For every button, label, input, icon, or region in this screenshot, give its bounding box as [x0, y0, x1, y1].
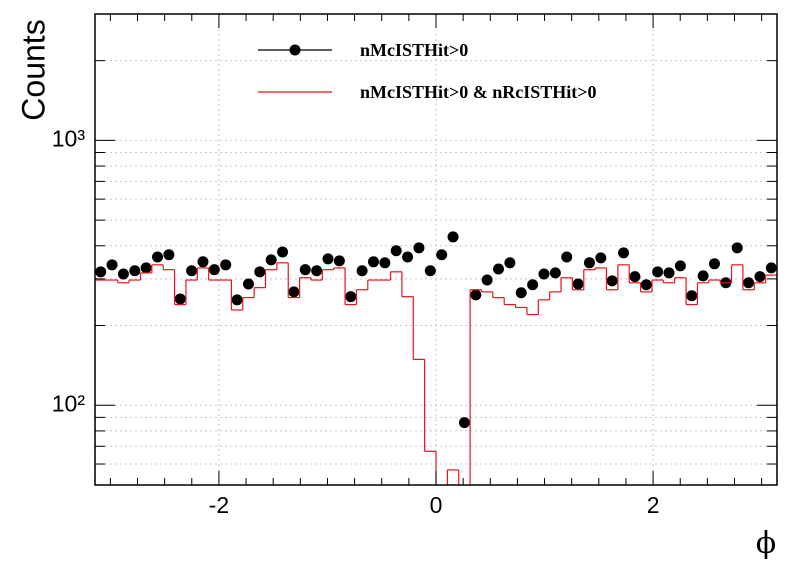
data-point [345, 291, 357, 303]
data-point [231, 294, 243, 306]
data-point [424, 265, 436, 277]
data-point [606, 275, 618, 287]
data-point [447, 231, 459, 243]
data-point [549, 267, 561, 279]
data-point [413, 242, 425, 254]
data-point [527, 279, 539, 291]
data-point [481, 274, 493, 286]
data-point [640, 279, 652, 291]
data-point [515, 287, 527, 299]
data-point [572, 278, 584, 290]
data-point [220, 259, 232, 271]
data-point [686, 290, 698, 302]
data-point [470, 289, 482, 301]
legend-label: nMcISTHit>0 [360, 40, 468, 60]
y-tick-label: 10³ [52, 125, 86, 151]
data-point [379, 257, 391, 269]
x-tick-label: -2 [209, 492, 229, 518]
x-tick-label: 0 [430, 492, 443, 518]
data-point [95, 266, 107, 278]
data-point [697, 270, 709, 282]
data-point [652, 266, 664, 278]
data-point [663, 267, 675, 279]
y-axis-label: Counts [15, 19, 51, 120]
data-point [242, 278, 254, 290]
data-point [436, 249, 448, 261]
legend: nMcISTHit>0 nMcISTHit>0 & nRcISTHit>0 [258, 40, 597, 102]
data-point [197, 256, 209, 268]
data-point [765, 262, 777, 274]
axes: -2 0 2 10² 10³ [52, 13, 777, 518]
data-point [754, 271, 766, 283]
data-point [322, 253, 334, 265]
data-point [458, 417, 470, 429]
data-point [504, 257, 516, 269]
data-point [390, 245, 402, 257]
data-point [265, 254, 277, 266]
data-point [595, 252, 607, 264]
data-point [299, 264, 311, 276]
data-point [629, 271, 641, 283]
data-point [117, 268, 129, 280]
legend-marker [289, 44, 301, 56]
legend-label: nMcISTHit>0 & nRcISTHit>0 [360, 82, 597, 102]
x-axis-label: ϕ [756, 526, 776, 561]
data-point [561, 251, 573, 263]
data-point [367, 256, 379, 268]
data-point [288, 286, 300, 298]
data-point [208, 264, 220, 276]
data-point [140, 262, 152, 274]
y-tick-label: 10² [52, 390, 86, 416]
data-point [152, 251, 164, 263]
data-point [186, 265, 198, 277]
data-point [708, 258, 720, 270]
plot-area [95, 231, 777, 485]
data-point [583, 257, 595, 269]
data-point [674, 260, 686, 272]
data-point [356, 265, 368, 277]
data-point [106, 259, 118, 271]
data-point [618, 247, 630, 259]
data-point [402, 251, 414, 263]
data-point [538, 268, 550, 280]
data-point [129, 265, 141, 277]
x-tick-label: 2 [647, 492, 660, 518]
data-point [277, 246, 289, 258]
data-point [254, 266, 266, 278]
data-point [163, 249, 175, 261]
data-point [174, 293, 186, 305]
data-point [311, 265, 323, 277]
data-point [743, 277, 755, 289]
data-point [493, 263, 505, 275]
data-point [731, 242, 743, 254]
data-point [333, 255, 345, 267]
